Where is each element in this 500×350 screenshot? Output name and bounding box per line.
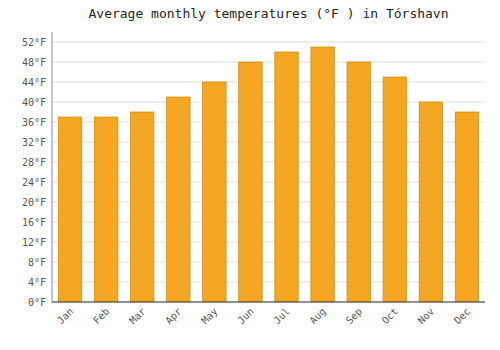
bar — [347, 62, 370, 302]
grid-line — [52, 302, 485, 303]
title: Average monthly temperatures (°F ) in Tó… — [88, 6, 448, 21]
bar — [275, 52, 298, 302]
grid-line — [52, 62, 485, 63]
y-tick-label: 24°F — [22, 177, 46, 188]
bar — [130, 112, 153, 302]
bar — [94, 117, 117, 302]
bar — [239, 62, 262, 302]
x-axis-line — [52, 302, 485, 303]
y-axis-line — [52, 32, 53, 302]
x-tick-label: Jul — [271, 306, 292, 327]
y-tick-label: 0°F — [28, 297, 46, 308]
y-tick-label: 16°F — [22, 217, 46, 228]
y-tick-label: 32°F — [22, 137, 46, 148]
bar — [383, 77, 406, 302]
grid — [52, 42, 485, 302]
chart-svg: Average monthly temperatures (°F ) in Tó… — [0, 0, 500, 350]
x-tick-label: Apr — [163, 306, 184, 327]
bars — [58, 47, 478, 302]
bar — [311, 47, 334, 302]
y-tick-label: 36°F — [22, 117, 46, 128]
y-tick-label: 28°F — [22, 157, 46, 168]
bar — [203, 82, 226, 302]
grid-line — [52, 42, 485, 43]
x-tick-label: Aug — [307, 306, 328, 327]
x-tick-label: Sep — [344, 306, 365, 327]
bar — [167, 97, 190, 302]
y-tick-label: 48°F — [22, 57, 46, 68]
chart-container: Average monthly temperatures (°F ) in Tó… — [0, 0, 500, 350]
y-tick-label: 4°F — [28, 277, 46, 288]
x-tick-label: Feb — [91, 306, 112, 327]
x-tick-label: Dec — [452, 306, 473, 327]
y-tick-label: 12°F — [22, 237, 46, 248]
y-tick-label: 40°F — [22, 97, 46, 108]
x-tick-label: May — [199, 306, 220, 327]
x-tick-label: Mar — [127, 306, 148, 327]
bar — [58, 117, 81, 302]
x-tick-label: Jan — [55, 306, 76, 327]
grid-line — [52, 82, 485, 83]
x-tick-label: Jun — [235, 306, 256, 327]
y-tick-label: 44°F — [22, 77, 46, 88]
x-tick-label: Nov — [416, 306, 437, 327]
y-tick-label: 20°F — [22, 197, 46, 208]
bar — [419, 102, 442, 302]
x-tick-label: Oct — [380, 306, 401, 327]
y-tick-label: 52°F — [22, 37, 46, 48]
y-tick-label: 8°F — [28, 257, 46, 268]
bar — [455, 112, 478, 302]
